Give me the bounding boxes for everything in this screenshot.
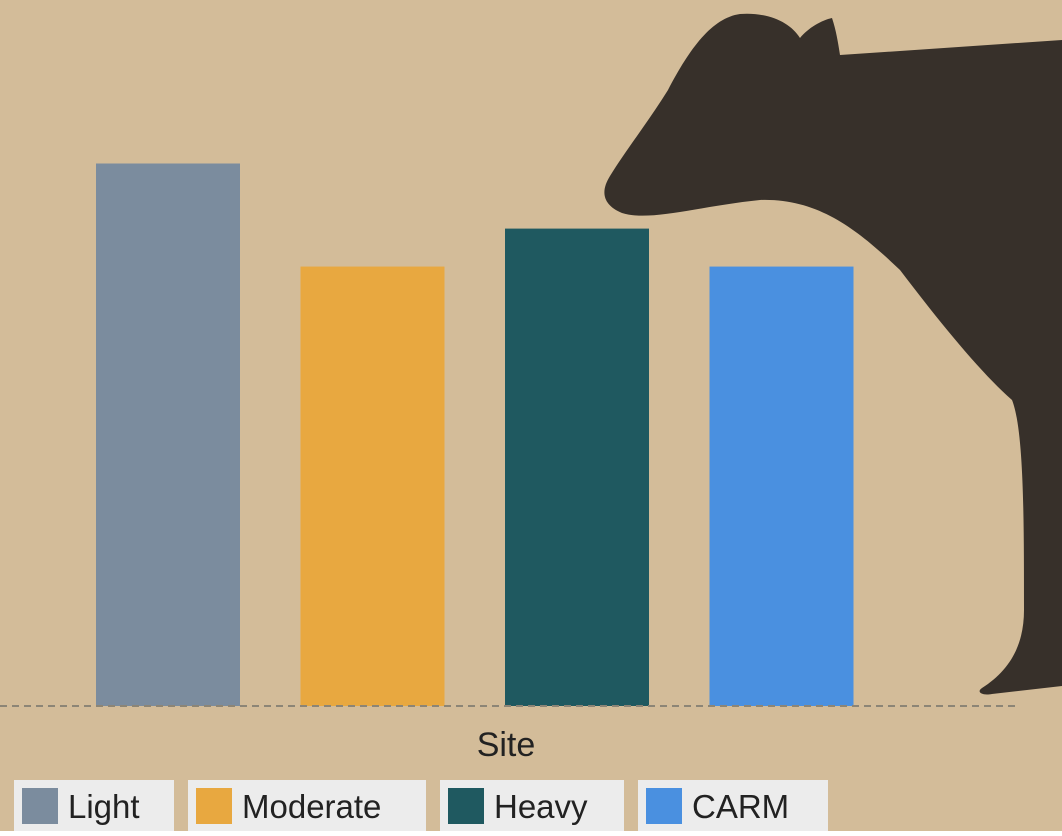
legend-swatch-heavy [448, 788, 484, 824]
bar-heavy [505, 228, 649, 706]
bar-light [96, 163, 240, 706]
legend-swatch-light [22, 788, 58, 824]
legend-label-light: Light [68, 788, 140, 825]
legend: Light Moderate Heavy CARM [14, 780, 828, 831]
x-axis-label: Site [477, 726, 536, 764]
legend-label-moderate: Moderate [242, 788, 381, 825]
legend-swatch-moderate [196, 788, 232, 824]
legend-swatch-carm [646, 788, 682, 824]
bar-carm [709, 266, 854, 706]
bars-layer [96, 163, 854, 706]
legend-label-carm: CARM [692, 788, 789, 825]
legend-label-heavy: Heavy [494, 788, 588, 825]
bar-moderate [300, 266, 445, 706]
cow-silhouette-icon [604, 13, 1062, 695]
